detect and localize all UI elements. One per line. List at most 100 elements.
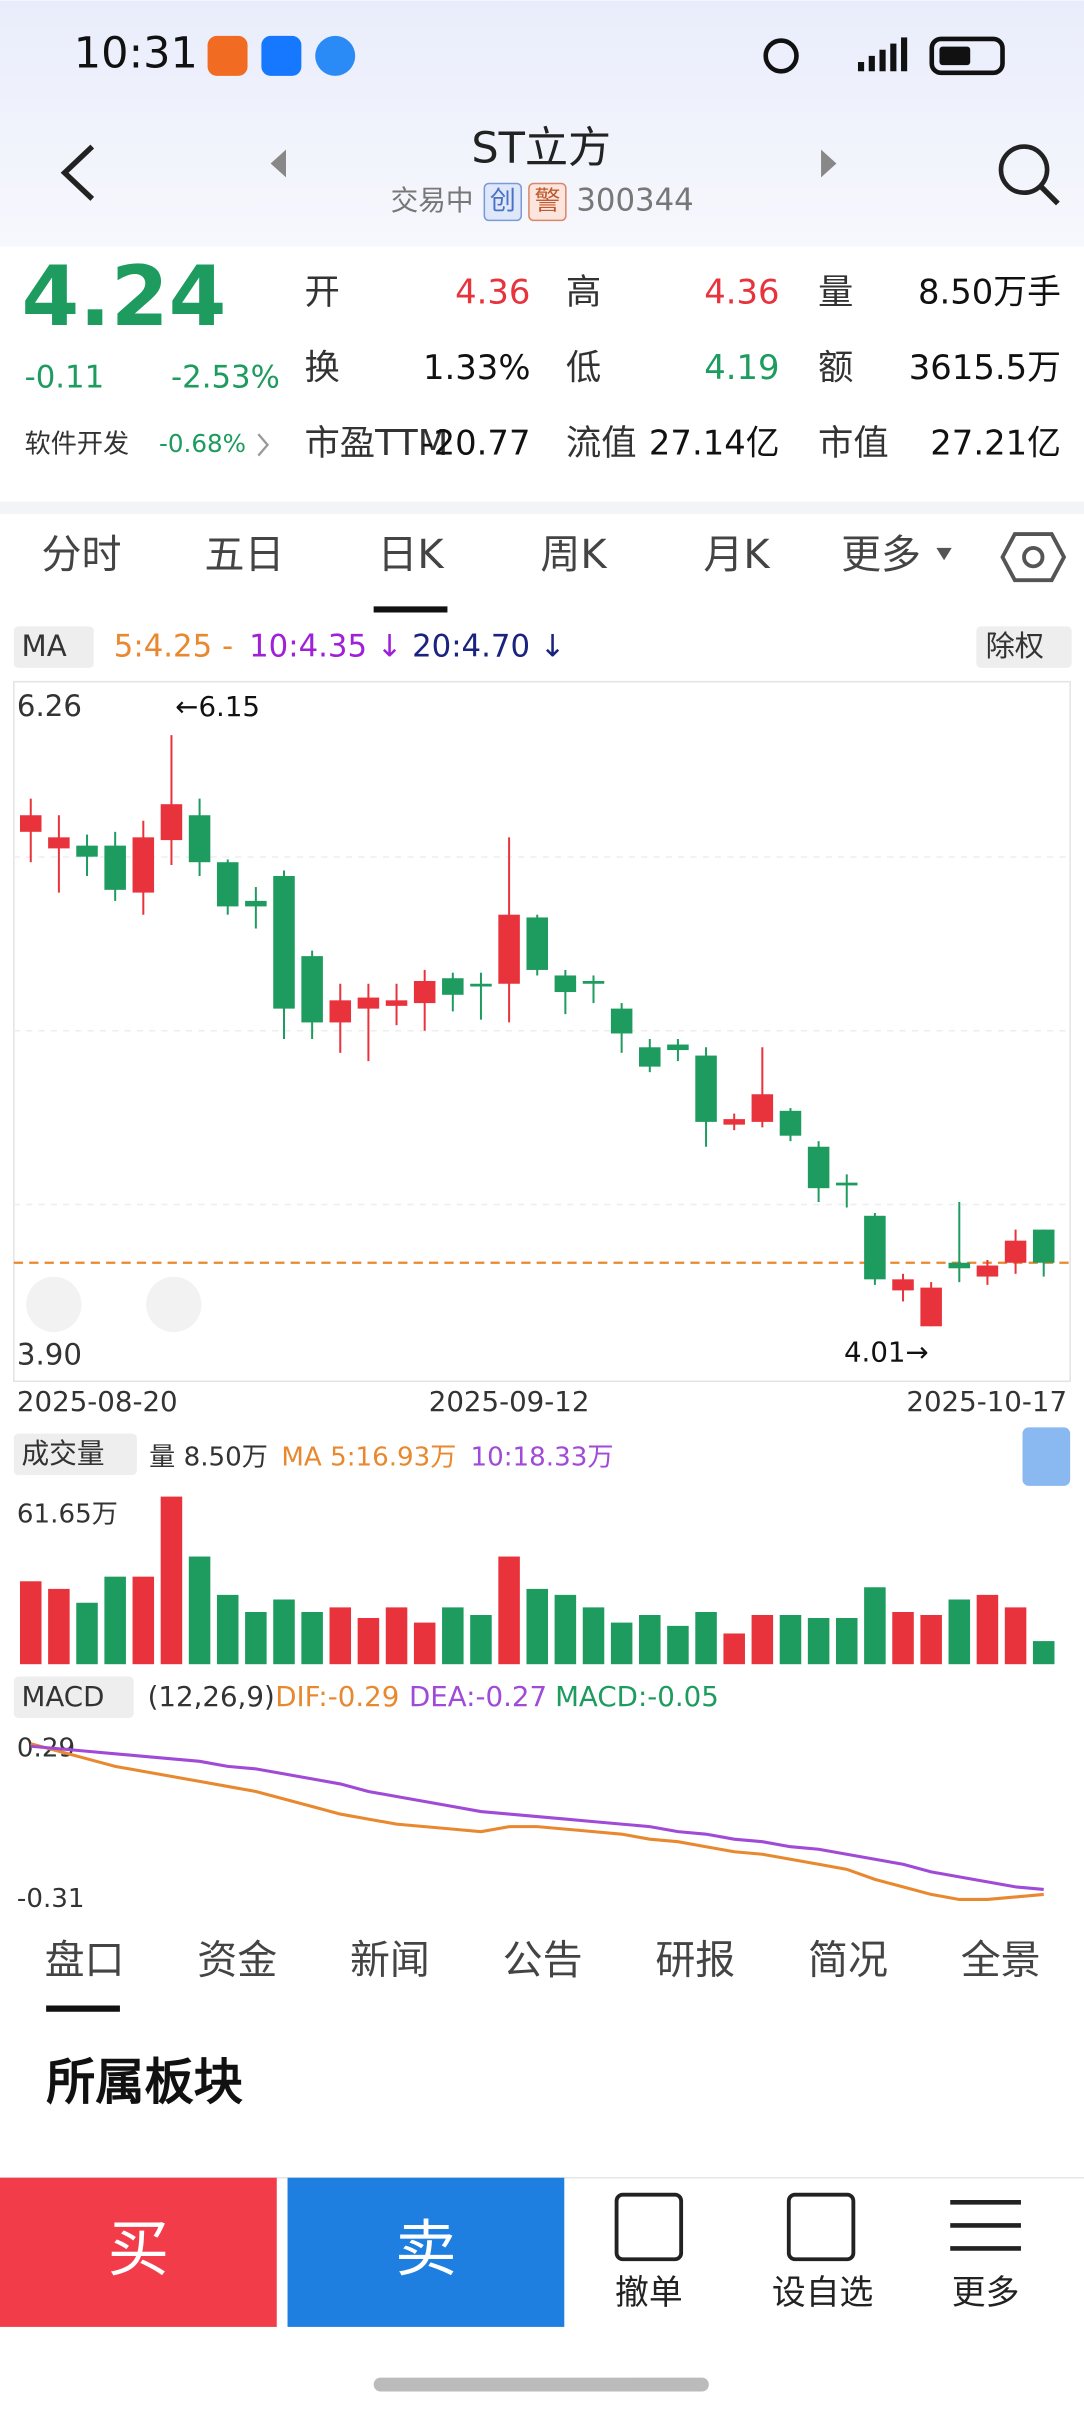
legend-item: DIF:-0.29 <box>275 1680 399 1713</box>
grid <box>13 856 1071 1206</box>
more-icon[interactable] <box>950 2200 1021 2251</box>
candle-body <box>610 1008 633 1034</box>
settings-button[interactable] <box>1000 532 1067 583</box>
ma10: 10:4.35 ↓ <box>249 628 403 664</box>
back-button[interactable] <box>60 144 95 201</box>
buy-button[interactable] <box>0 2177 277 2327</box>
volume-bar <box>892 1612 914 1665</box>
price: 4.24 <box>22 248 227 345</box>
period-tab[interactable]: 更多 <box>841 532 921 578</box>
field-value: 3615.5万 <box>909 348 1061 387</box>
field-label: 量 <box>818 272 853 313</box>
volume-bar <box>751 1614 774 1665</box>
field-label: 市值 <box>818 423 889 464</box>
field-value: 4.36 <box>704 273 779 312</box>
period-tab[interactable]: 分时 <box>42 532 122 578</box>
candle-body <box>188 815 211 863</box>
volume-bar <box>976 1594 999 1665</box>
volume-bar <box>19 1581 42 1665</box>
candle-body <box>385 1000 408 1006</box>
candle-body <box>779 1110 802 1136</box>
high-annotation: ←6.15 <box>175 690 260 723</box>
sector-pct: -0.68% <box>159 429 246 458</box>
candle-body <box>554 975 577 993</box>
prev-stock[interactable] <box>270 149 286 178</box>
volume-bar <box>779 1614 802 1665</box>
detail-tab[interactable]: 盘口 <box>45 1937 125 1983</box>
stock-code: 300344 <box>576 182 693 218</box>
candle-body <box>104 845 126 890</box>
side-toggle[interactable] <box>1022 1427 1071 1486</box>
badge-text: 创 <box>490 186 516 216</box>
candle-body <box>864 1215 886 1280</box>
fullscreen-button[interactable] <box>146 1276 202 1333</box>
candle-body <box>835 1182 858 1186</box>
ma-select[interactable] <box>13 626 94 668</box>
detail-tab[interactable]: 公告 <box>503 1937 583 1983</box>
sell-label: 卖 <box>395 2213 457 2285</box>
volume-bar <box>948 1599 971 1665</box>
candle-body <box>751 1094 774 1122</box>
trade-status: 交易中 <box>391 184 474 217</box>
legend-item: MACD:-0.05 <box>555 1680 719 1713</box>
legend-item: DEA:-0.27 <box>409 1680 547 1713</box>
field-value: 27.21亿 <box>930 423 1061 462</box>
volume-bar <box>526 1588 548 1665</box>
settings-button <box>1022 545 1045 569</box>
field-label: 低 <box>566 348 601 389</box>
action-label: 设自选 <box>772 2273 873 2312</box>
candle-body <box>48 837 70 849</box>
candle-body <box>807 1146 830 1189</box>
app-icon <box>261 35 302 76</box>
candle-body <box>76 845 98 857</box>
change: -0.11 <box>25 359 105 395</box>
x-tick-label: 2025-09-12 <box>429 1385 590 1418</box>
sell-button[interactable] <box>287 2177 565 2327</box>
watch-icon[interactable] <box>786 2192 856 2262</box>
volume-bar <box>48 1588 70 1665</box>
field-value: 27.14亿 <box>649 423 780 462</box>
period-tab[interactable]: 日K <box>377 532 445 578</box>
detail-tab[interactable]: 资金 <box>197 1937 277 1983</box>
candle-body <box>301 956 323 1023</box>
vol-select[interactable] <box>13 1433 137 1476</box>
period-tab[interactable]: 五日 <box>205 532 285 578</box>
candle-body <box>1032 1229 1055 1263</box>
field-value: 1.33% <box>423 348 530 387</box>
volume-bar <box>835 1617 858 1665</box>
detail-tab[interactable]: 研报 <box>655 1937 735 1983</box>
y-tick-label: 3.90 <box>17 1338 82 1372</box>
app-icon <box>315 35 356 76</box>
detail-tab[interactable]: 全景 <box>961 1937 1041 1983</box>
candle-body <box>498 914 520 984</box>
expand-button[interactable] <box>26 1276 82 1333</box>
adjust-select[interactable] <box>976 626 1072 668</box>
period-tab[interactable]: 月K <box>703 532 771 578</box>
section-title: 所属板块 <box>46 2053 244 2111</box>
volume-bar <box>1004 1607 1027 1665</box>
candle-body <box>892 1279 914 1291</box>
volume-bar <box>301 1612 323 1665</box>
volume-bar <box>610 1622 633 1665</box>
field-value: -20.77 <box>421 423 530 462</box>
field-label: 流值 <box>566 423 637 464</box>
candle-body <box>273 876 295 1009</box>
macd-line <box>30 1742 1044 1901</box>
detail-tab[interactable]: 简况 <box>808 1937 888 1983</box>
badge <box>483 182 523 222</box>
volume-bar <box>273 1599 295 1665</box>
candle-body <box>442 978 464 995</box>
next-stock[interactable] <box>821 149 837 178</box>
detail-tab[interactable]: 新闻 <box>350 1937 430 1983</box>
status-icons <box>763 36 1005 76</box>
volume-bar <box>723 1633 745 1665</box>
candle-body <box>920 1287 942 1327</box>
volume-bar <box>864 1587 886 1665</box>
cancel-icon[interactable] <box>614 2192 684 2262</box>
candle-body <box>667 1044 689 1051</box>
search-button[interactable] <box>998 144 1050 196</box>
period-tab[interactable]: 周K <box>540 532 608 578</box>
macd-select[interactable] <box>13 1676 134 1719</box>
sector: 软件开发 <box>25 429 130 459</box>
candle-body <box>160 804 183 841</box>
